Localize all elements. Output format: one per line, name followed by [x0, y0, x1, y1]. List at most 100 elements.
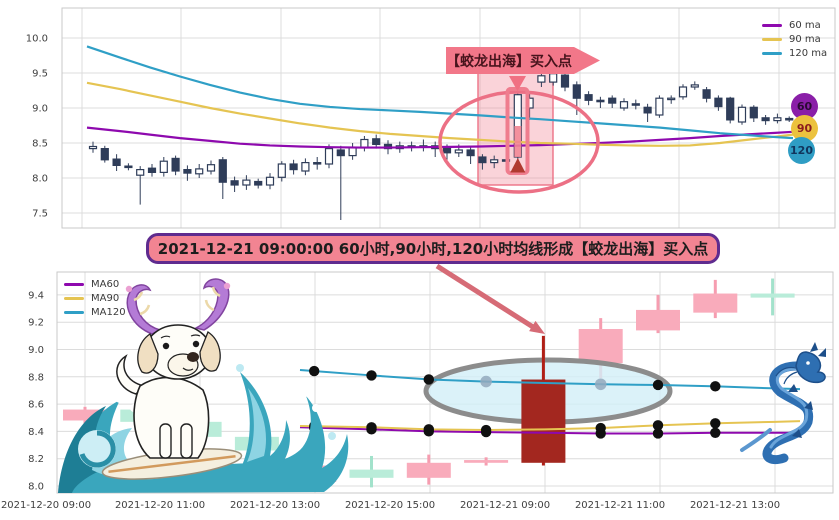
- down-arrow-icon: [509, 76, 526, 91]
- candle: [584, 91, 593, 106]
- buy-label-arrow-box: [446, 47, 600, 74]
- candle: [124, 163, 133, 171]
- dog-leg: [180, 423, 193, 459]
- y-tick-label: 9.5: [32, 69, 48, 80]
- legend-item: MA90: [64, 293, 126, 304]
- candle: [195, 164, 204, 178]
- ma120-badge: 120: [788, 137, 815, 164]
- candle: [100, 145, 109, 163]
- legend-item: 60 ma: [762, 20, 827, 31]
- y-tick-label: 8.0: [28, 482, 44, 493]
- candle: [313, 157, 322, 170]
- y-tick-label: 8.5: [32, 139, 48, 150]
- dragon-tail: [740, 428, 772, 452]
- wave-spiral-bg: [78, 430, 116, 468]
- candle: [761, 115, 770, 125]
- dragon-horn-right: [193, 278, 230, 331]
- candle: [619, 98, 629, 111]
- ma-marker: [652, 420, 664, 431]
- candle: [419, 139, 428, 152]
- dog-ear-left: [137, 333, 159, 374]
- x-tick-label: 2021-12-20 15:00: [345, 500, 435, 511]
- ma-marker: [652, 379, 664, 391]
- ma-marker: [366, 422, 377, 433]
- y-tick-label: 9.4: [28, 290, 44, 301]
- top-chart-legend: 60 ma 90 ma 120 ma: [762, 20, 827, 59]
- candle: [349, 455, 394, 488]
- candle: [702, 87, 711, 103]
- buy-point-candle: [521, 335, 566, 466]
- blue-dragon-illustration: [740, 342, 826, 465]
- candle: [737, 104, 747, 125]
- candle: [490, 155, 499, 169]
- candle: [159, 157, 168, 177]
- candle: [608, 95, 617, 108]
- horn-ridges: [204, 286, 221, 312]
- ma-marker: [480, 424, 492, 436]
- legend-label: MA120: [91, 307, 126, 318]
- ma-marker: [423, 424, 434, 435]
- dog-brows: [160, 334, 201, 339]
- legend-item: MA60: [64, 279, 126, 290]
- candle: [206, 160, 216, 175]
- candle: [171, 155, 180, 176]
- candle: [265, 173, 275, 190]
- y-tick-label: 9.0: [32, 104, 48, 115]
- legend-label: 60 ma: [789, 20, 821, 31]
- ma-marker: [366, 370, 377, 381]
- 120ma-line: [86, 45, 794, 140]
- ma-marker: [309, 365, 320, 377]
- dragon-eye: [806, 361, 810, 365]
- candle: [406, 454, 451, 485]
- candle: [655, 95, 664, 118]
- ma-marker: [652, 428, 664, 439]
- horn-tip: [223, 282, 231, 290]
- dog-tail: [116, 354, 146, 395]
- wave-splash: [240, 372, 290, 478]
- candle: [112, 154, 121, 171]
- buy-triangle-marker: [510, 158, 526, 173]
- candle: [693, 279, 738, 319]
- legend-label: MA60: [91, 279, 120, 290]
- y-tick-label: 8.0: [32, 174, 48, 185]
- foam-dot: [328, 432, 336, 440]
- candle: [596, 96, 605, 108]
- candle: [726, 96, 735, 124]
- dragon-spikes: [788, 384, 813, 438]
- foam-dot: [312, 404, 320, 412]
- MA60-line: [299, 426, 800, 435]
- y-tick-label: 8.4: [28, 427, 44, 438]
- dragon-body: [762, 361, 815, 465]
- ma60-swatch-icon: [64, 283, 84, 286]
- buy-highlight-ellipse: [438, 90, 600, 194]
- bottom-chart-ma-lines: [299, 368, 801, 435]
- dragon-head: [795, 351, 826, 384]
- candle: [348, 143, 357, 160]
- x-tick-label: 2021-12-21 13:00: [690, 500, 780, 511]
- MA90-line: [299, 420, 801, 432]
- foam-dot: [236, 364, 244, 372]
- signal-arrow-line: [435, 263, 535, 330]
- candle: [643, 103, 652, 122]
- ma60-badge: 60: [791, 93, 818, 120]
- dragon-body-highlight: [769, 367, 810, 449]
- dog-eye: [162, 342, 170, 350]
- candle: [136, 166, 145, 205]
- legend-label: 90 ma: [789, 34, 821, 45]
- horn-ridges: [133, 291, 151, 316]
- bottom-buy-candle: [521, 335, 566, 466]
- ma-badges: 60 90 120: [788, 93, 818, 164]
- signal-arrow-head: [529, 320, 545, 334]
- dog-ear-right: [199, 331, 221, 372]
- surfboard-stripe: [108, 454, 236, 474]
- wave-splash-inner: [247, 388, 267, 462]
- candle: [636, 294, 680, 334]
- legend-item: 90 ma: [762, 34, 827, 45]
- ma-marker-gray: [480, 375, 492, 388]
- dragon-horn-left: [126, 284, 163, 335]
- y-tick-label: 7.5: [32, 209, 48, 220]
- candle: [631, 99, 640, 110]
- top-chart-annotations: 【蛟龙出海】买入点: [438, 47, 600, 194]
- candle: [301, 158, 310, 176]
